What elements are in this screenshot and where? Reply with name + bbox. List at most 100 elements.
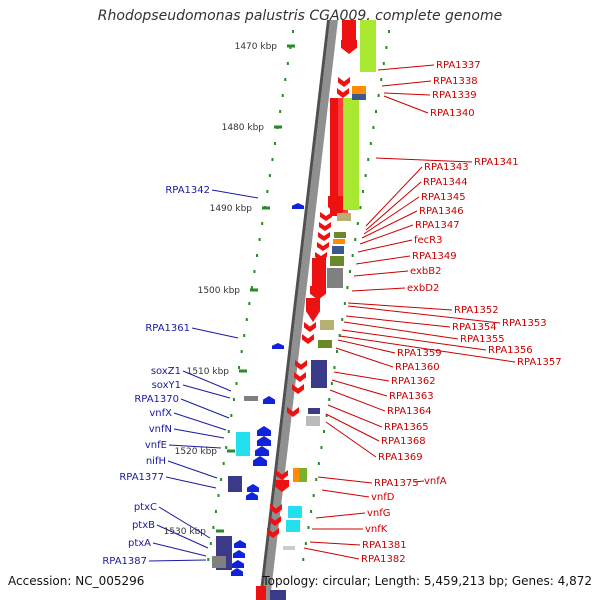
kbp-label: 1510 kbp [187,367,230,377]
left-gene-leader [158,506,211,539]
block-orange-3 [293,468,301,482]
gene-bottom-feature [256,586,266,600]
scale-dot [274,142,277,145]
right-gene-label-rpa1349: RPA1349 [412,251,457,262]
right-gene-label-rpa1355: RPA1355 [460,334,505,345]
gene-ptx-reverse-feature [234,540,246,548]
gene-vnfk-feature [267,528,279,538]
scale-dot [307,526,310,529]
left-gene-label-rpa1370: RPA1370 [134,394,179,405]
block-olive-2 [320,320,334,330]
left-gene-label-vnfe: vnfE [145,440,167,451]
gene-rpa1352-feature [306,298,320,322]
gene-soxy1-feature [263,396,275,404]
left-gene-label-rpa1377: RPA1377 [119,472,164,483]
right-gene-leader [347,305,501,324]
right-gene-leader [303,547,360,560]
right-gene-label-fecr3: fecR3 [414,235,442,246]
scale-dot [256,254,259,257]
scale-dot [238,366,241,369]
gene-rpa1354-feature [304,322,316,332]
scale-dot [240,350,243,353]
gene-rpa1337-arrowhead [341,40,357,54]
right-gene-label-rpa1360: RPA1360 [395,362,440,373]
scale-dot [225,446,228,449]
scale-dot [292,30,294,33]
block-cyan-left [236,432,250,456]
scale-dot [364,174,367,177]
left-gene-leader [167,460,218,479]
right-gene-leader [355,255,411,265]
right-gene-label-rpa1340: RPA1340 [430,108,475,119]
scale-dot [279,110,282,113]
block-navy-3 [311,360,327,388]
scale-dot [207,558,210,561]
right-gene-leader [343,321,459,340]
block-green-2 [330,256,344,266]
right-gene-leader [361,210,418,239]
left-gene-label-ptxa: ptxA [128,538,151,549]
right-gene-leader [383,92,431,96]
right-gene-leader [325,413,380,442]
scale-dot [312,494,315,497]
gene-rpa1377-feature [247,484,259,492]
right-gene-leader [339,335,516,363]
scale-dot [268,174,271,177]
scale-dot [375,110,378,113]
right-gene-label-rpa1343: RPA1343 [424,162,469,173]
right-gene-label-exbd2: exbD2 [407,283,439,294]
right-gene-label-rpa1381: RPA1381 [362,540,407,551]
kbp-label: 1470 kbp [235,42,278,52]
scale-dot [388,30,390,33]
block-navy-left [228,476,242,492]
gene-exbb2-feature [310,286,326,300]
block-navy-4 [308,408,320,414]
scale-dot [320,446,323,449]
scale-dot [230,414,233,417]
left-gene-label-soxz1: soxZ1 [151,366,181,377]
left-gene-leader [180,398,230,419]
scale-dot [323,430,326,433]
right-gene-label-rpa1338: RPA1338 [433,76,478,87]
right-gene-label-rpa1375: RPA1375 [374,478,419,489]
block-grey-1 [327,268,343,288]
scale-dot [261,222,264,225]
kbp-label: 1530 kbp [164,527,207,537]
right-gene-leader [347,302,453,311]
block-lime-mid [343,98,359,210]
right-gene-label-rpa1357: RPA1357 [517,357,562,368]
scale-dot [253,270,256,273]
left-gene-leader [148,559,207,562]
kbp-label: 1490 kbp [210,204,253,214]
scale-dot [220,478,223,481]
gene-vnf-reverse-feature [253,456,267,466]
block-green-4 [299,468,307,482]
scale-dot [304,542,307,545]
right-gene-label-rpa1353: RPA1353 [502,318,547,329]
scale-dot [250,286,253,289]
right-gene-leader [335,347,394,368]
gene-vnf-reverse-feature [255,446,269,456]
gene-small-forward-feature [317,242,329,251]
scale-dot [209,542,212,545]
block-lime-top [360,20,376,72]
right-gene-leader [383,95,429,114]
right-gene-leader [363,196,420,235]
right-gene-leader [377,64,435,71]
left-gene-label-vnfn: vnfN [149,424,172,435]
right-gene-label-rpa1382: RPA1382 [361,554,406,565]
gene-rpa1377b-feature [246,492,258,500]
scale-dot [317,462,320,465]
gene-vnf-reverse-feature [257,436,271,446]
scale-dot [315,478,318,481]
right-gene-leader [329,389,386,412]
left-gene-label-ptxc: ptxC [134,502,157,513]
scale-dot [281,94,284,97]
right-gene-label-rpa1339: RPA1339 [432,90,477,101]
scale-dot [341,318,344,321]
scale-dot [243,334,246,337]
left-gene-leader [165,476,217,489]
scale-dot [310,510,313,513]
scale-dot [271,158,274,161]
